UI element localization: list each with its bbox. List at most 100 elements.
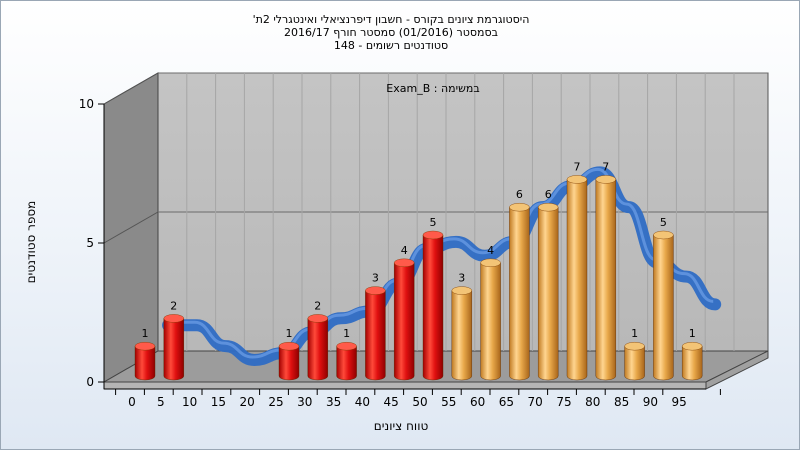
bar-value-label: 7 bbox=[574, 160, 581, 173]
bar-top bbox=[422, 230, 444, 240]
bar: 4 bbox=[394, 244, 415, 381]
x-tick-label: 35 bbox=[326, 395, 341, 409]
y-tick-label: 5 bbox=[86, 236, 94, 250]
bar-value-label: 5 bbox=[660, 216, 667, 229]
bar-top bbox=[163, 314, 185, 323]
bar-value-label: 4 bbox=[401, 244, 408, 257]
bar-top bbox=[278, 342, 300, 351]
bar-body bbox=[394, 262, 415, 381]
bar-top bbox=[480, 258, 501, 267]
bar: 6 bbox=[509, 188, 530, 381]
x-tick-label: 95 bbox=[672, 395, 687, 409]
x-tick-label: 70 bbox=[528, 395, 543, 409]
bar: 3 bbox=[451, 272, 472, 381]
bar-value-label: 7 bbox=[602, 160, 609, 173]
bar-body bbox=[307, 318, 328, 381]
bar-value-label: 4 bbox=[487, 244, 494, 257]
bar: 7 bbox=[566, 160, 588, 381]
bar: 1 bbox=[336, 327, 357, 381]
bar-top bbox=[653, 230, 674, 240]
bar-body bbox=[422, 234, 444, 381]
floor-side-edge bbox=[705, 350, 769, 390]
x-tick-label: 90 bbox=[643, 395, 658, 409]
bar: 2 bbox=[307, 299, 328, 381]
x-tick-label: 85 bbox=[614, 395, 629, 409]
bar: 1 bbox=[278, 327, 300, 381]
x-tick-label: 80 bbox=[585, 395, 600, 409]
bar-value-label: 5 bbox=[430, 216, 437, 229]
x-tick-label: 60 bbox=[470, 395, 485, 409]
bar-value-label: 1 bbox=[631, 327, 638, 340]
x-tick-label: 0 bbox=[128, 395, 136, 409]
chart-subtitle-registered: סטודנטים רשומים - 148 bbox=[333, 39, 449, 52]
bar: 1 bbox=[134, 327, 156, 381]
bar-top bbox=[509, 202, 530, 212]
bar-body bbox=[624, 346, 645, 381]
bar-value-label: 1 bbox=[286, 327, 293, 340]
bar-top bbox=[538, 202, 559, 212]
bar-body bbox=[595, 179, 616, 381]
y-axis-label: מספר סטודנטים bbox=[24, 200, 38, 284]
x-tick-label: 20 bbox=[240, 395, 255, 409]
bars: 1 2 1 2 1 3 4 5 3 4 6 6 7 7 1 5 1 bbox=[134, 160, 703, 381]
bar: 5 bbox=[422, 216, 444, 381]
bar-body bbox=[134, 346, 156, 381]
chart-title: היסטוגרמת ציונים בקורס - חשבון דיפרנציאל… bbox=[252, 13, 530, 26]
bar-top bbox=[307, 314, 328, 323]
bar: 3 bbox=[365, 272, 386, 381]
y-tick-label: 10 bbox=[79, 97, 94, 111]
bar-value-label: 2 bbox=[314, 299, 321, 312]
x-tick-label: 50 bbox=[412, 395, 427, 409]
bar-value-label: 6 bbox=[516, 188, 523, 201]
exam-annotation: במשימה : Exam_B bbox=[386, 82, 479, 95]
bar-body bbox=[163, 318, 184, 381]
bar-top bbox=[566, 175, 588, 184]
bar-value-label: 3 bbox=[458, 272, 465, 285]
x-tick-label: 65 bbox=[499, 395, 514, 409]
bar-top bbox=[134, 342, 156, 351]
bar: 5 bbox=[653, 216, 674, 381]
x-tick-label: 45 bbox=[384, 395, 399, 409]
bar-top bbox=[451, 286, 472, 295]
bar: 4 bbox=[480, 244, 501, 381]
bar-body bbox=[566, 179, 588, 381]
bar-body bbox=[509, 207, 530, 381]
bar-top bbox=[336, 342, 357, 351]
x-tick-label: 15 bbox=[211, 395, 226, 409]
bar-body bbox=[365, 290, 386, 381]
bar-top bbox=[682, 342, 703, 351]
bar-value-label: 6 bbox=[545, 188, 552, 201]
bar: 6 bbox=[538, 188, 559, 381]
x-tick-label: 75 bbox=[556, 395, 571, 409]
bar: 1 bbox=[624, 327, 645, 381]
bar-body bbox=[682, 346, 703, 381]
floor-edge bbox=[103, 381, 707, 390]
y-tick-label: 0 bbox=[86, 375, 94, 389]
y-gridline-wall bbox=[103, 72, 159, 105]
bar-body bbox=[451, 290, 472, 381]
bar: 7 bbox=[595, 160, 616, 381]
x-axis-label: טווח ציונים bbox=[373, 419, 429, 433]
chart-subtitle-semester: בסמסטר (01/2016) סמסטר חורף 2016/17 bbox=[284, 26, 498, 39]
bar-value-label: 1 bbox=[689, 327, 696, 340]
bar-value-label: 2 bbox=[170, 299, 177, 312]
bar-body bbox=[653, 234, 674, 381]
bar-top bbox=[365, 286, 386, 295]
bar-body bbox=[278, 346, 300, 381]
trend-curve bbox=[162, 166, 722, 367]
x-tick-label: 10 bbox=[182, 395, 197, 409]
bar-top bbox=[394, 258, 415, 267]
bar: 2 bbox=[163, 299, 185, 381]
bar-value-label: 3 bbox=[372, 272, 379, 285]
x-tick-label: 40 bbox=[355, 395, 370, 409]
bar-body bbox=[538, 207, 559, 381]
bar-value-label: 1 bbox=[343, 327, 350, 340]
bar-value-label: 1 bbox=[142, 327, 149, 340]
x-tick-label: 25 bbox=[268, 395, 283, 409]
bar-top bbox=[595, 175, 616, 184]
bar: 1 bbox=[682, 327, 703, 381]
x-tick-label: 30 bbox=[297, 395, 312, 409]
